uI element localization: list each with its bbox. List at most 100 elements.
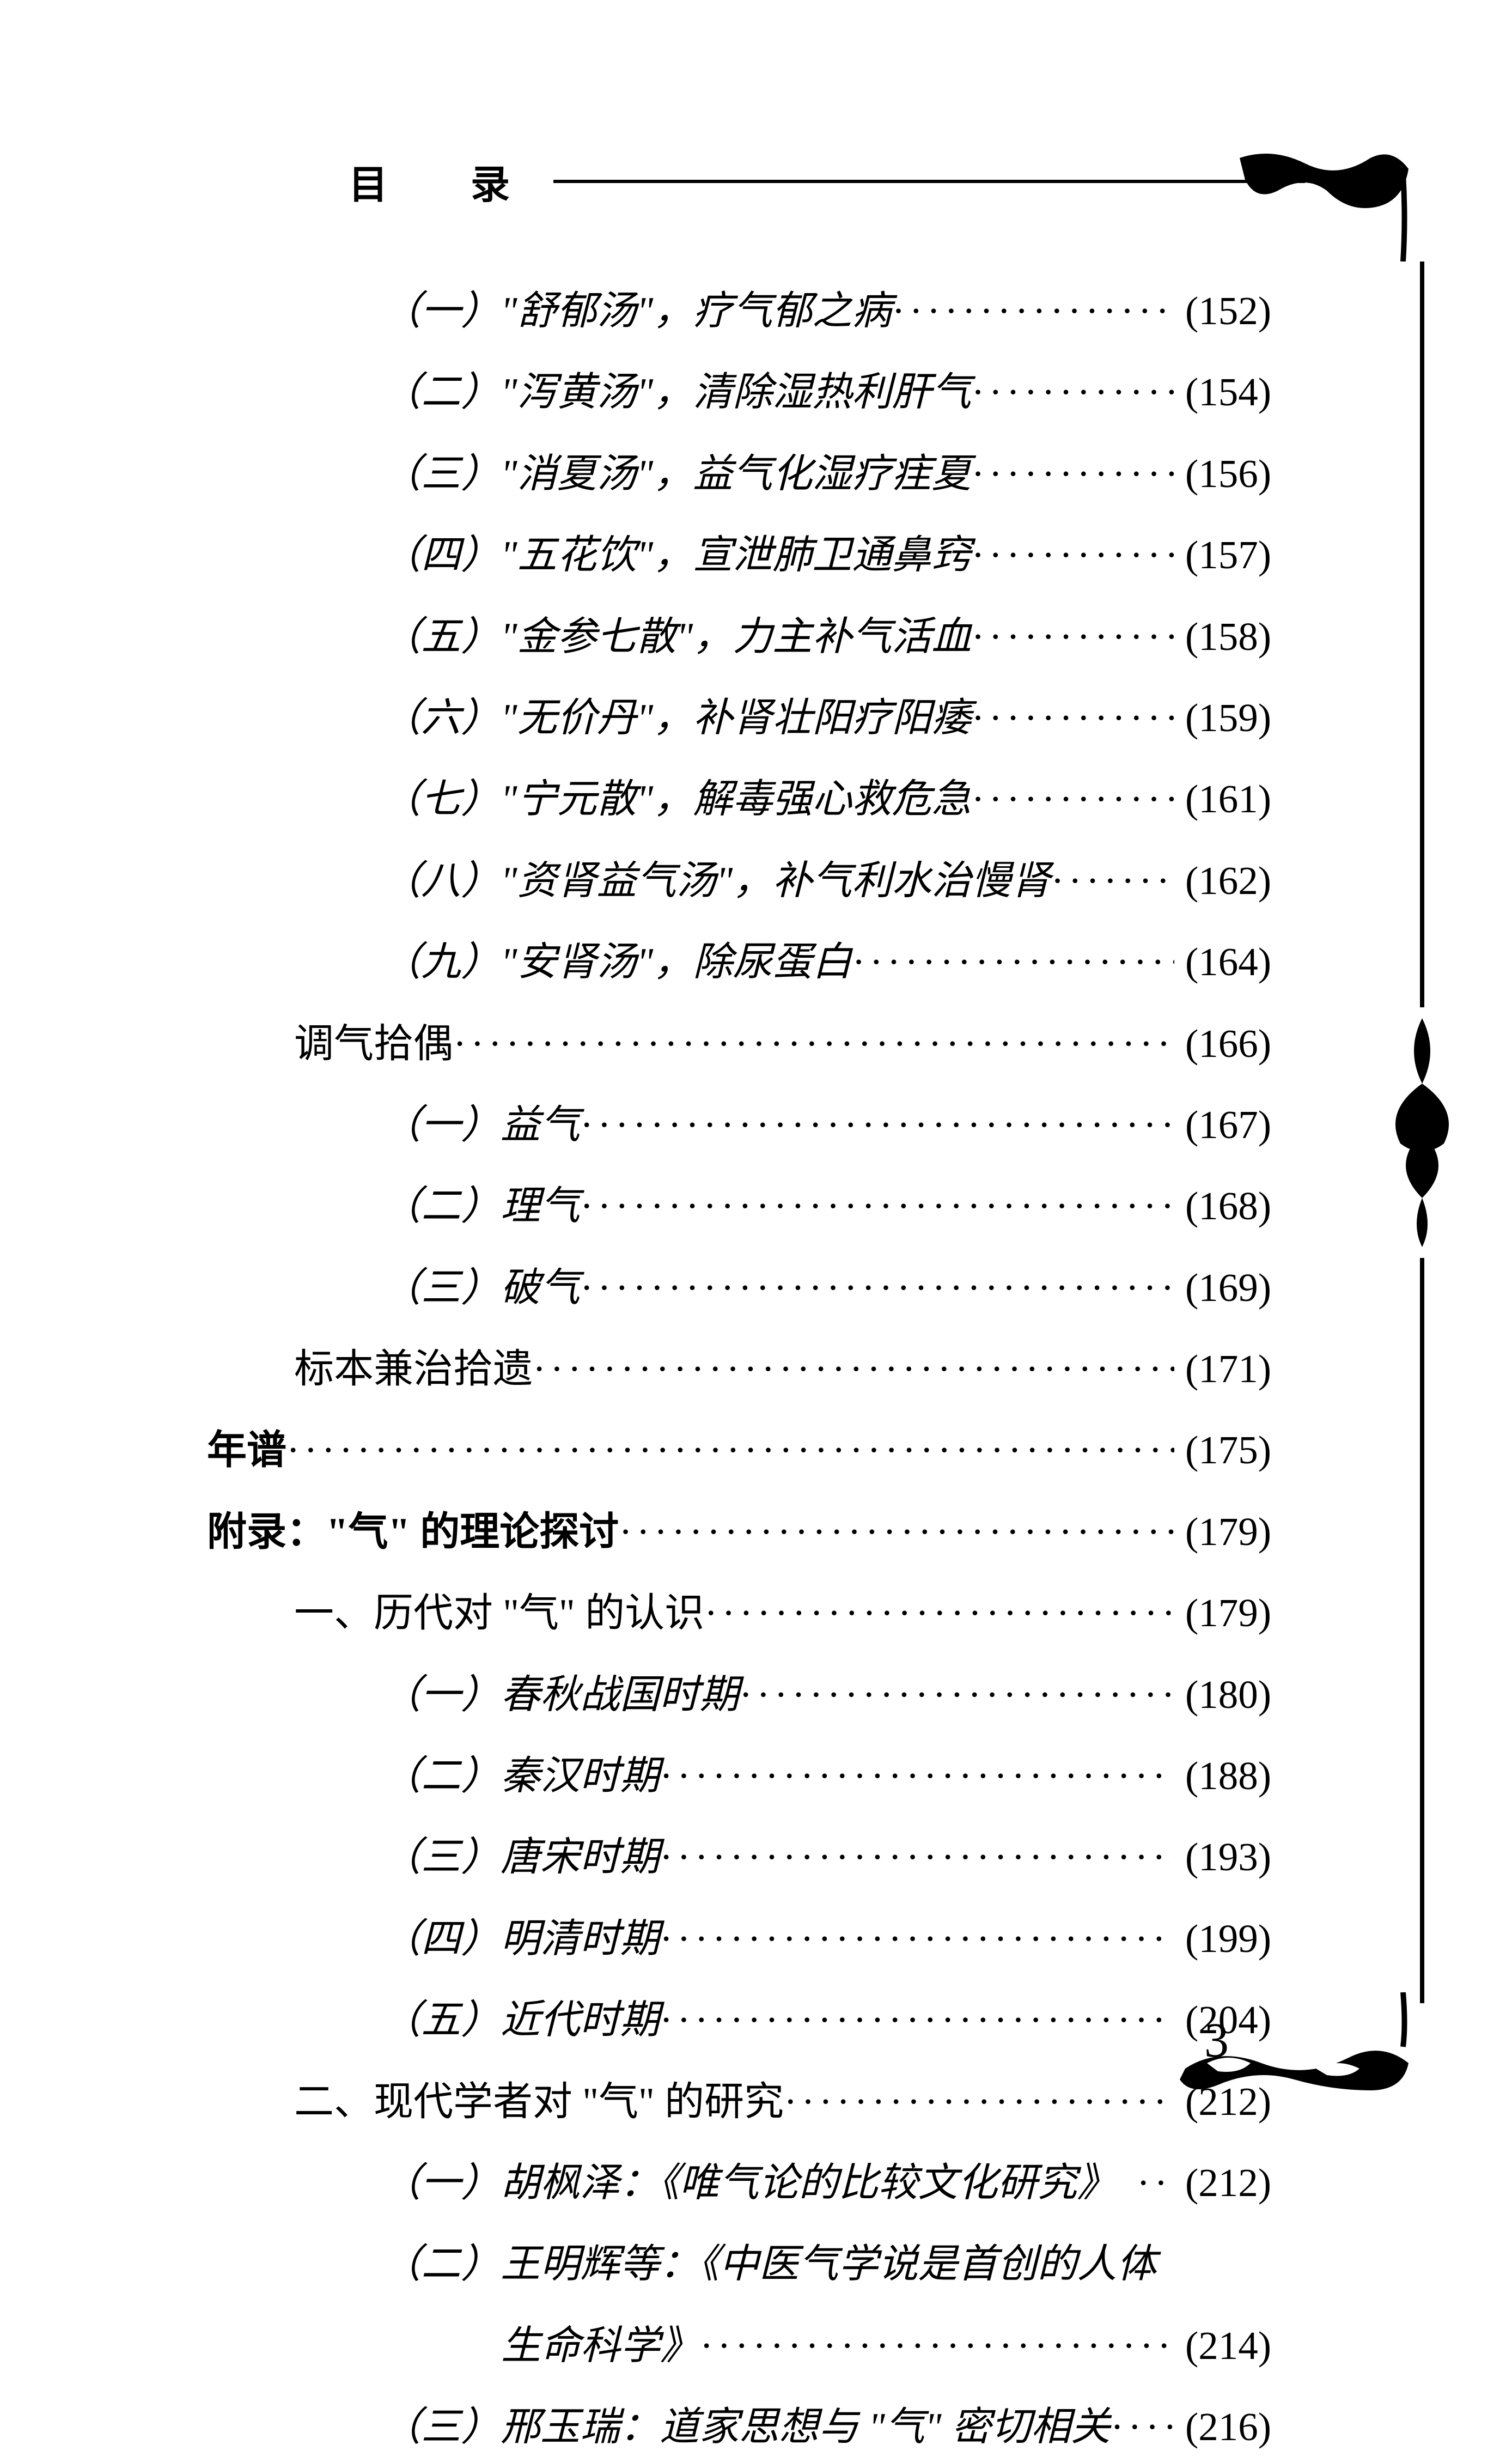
toc-entry-page: (159)	[1185, 682, 1305, 753]
header-title: 目 录	[349, 153, 532, 210]
toc-entry-label: （三）邢玉瑞：道家思想与 "气" 密切相关	[381, 2391, 1111, 2462]
toc-entry-page: (166)	[1185, 1008, 1305, 1079]
side-line-bottom	[1420, 1258, 1424, 2004]
toc-entry-leader	[580, 1170, 1174, 1242]
toc-entry-leader	[660, 1903, 1174, 1974]
toc-entry-page: (179)	[1185, 1496, 1305, 1567]
toc-entry-leader	[784, 2066, 1174, 2137]
toc-entry-leader	[852, 926, 1174, 998]
toc-entry-page: (162)	[1185, 845, 1305, 916]
toc-entry-leader	[971, 601, 1174, 672]
toc-entry: （三）唐宋时期 (193)	[207, 1821, 1305, 1893]
toc-entry: （二）"泻黄汤"，清除湿热利肝气 (154)	[207, 356, 1305, 428]
header-rule	[553, 180, 1305, 183]
toc-entry-leader	[1137, 2147, 1174, 2218]
toc-entry-label: 年谱	[207, 1414, 286, 1486]
toc-entry: （八）"资肾益气汤"，补气利水治慢肾(162)	[207, 845, 1305, 916]
toc-entry-page: (161)	[1185, 763, 1305, 835]
toc-entry-label: （二）"泻黄汤"，清除湿热利肝气	[381, 356, 971, 428]
toc-entry-label: （二）王明辉等：《中医气学说是首创的人体	[381, 2228, 1157, 2300]
toc-entry-label: （九）"安肾汤"，除尿蛋白	[381, 926, 852, 998]
toc-entry-page: (168)	[1185, 1170, 1305, 1242]
toc-entry: （四）"五花饮"，宣泄肺卫通鼻窍(157)	[207, 519, 1305, 591]
toc-entry: （九）"安肾汤"，除尿蛋白 (164)	[207, 926, 1305, 998]
toc-entry-page: (188)	[1185, 1740, 1305, 1811]
toc-entry-leader	[739, 1659, 1174, 1730]
toc-entry-page: (157)	[1185, 519, 1305, 591]
side-flourish-icon	[1373, 1018, 1471, 1247]
toc-entry-label: （五）"金参七散"，力主补气活血	[381, 601, 971, 672]
toc-entry-label: 调气拾偶	[294, 1008, 453, 1079]
toc-entry-leader	[971, 682, 1174, 753]
toc-entry-label: （二）秦汉时期	[381, 1740, 660, 1811]
toc-entry: （三）破气 (169)	[207, 1252, 1305, 1323]
toc-entry: 生命科学》(214)	[207, 2310, 1305, 2381]
toc-entry-leader	[1051, 845, 1174, 916]
toc-entry-label: （一）益气	[381, 1089, 580, 1160]
toc-entry: （五）"金参七散"，力主补气活血 (158)	[207, 601, 1305, 672]
toc-entry-label: 附录："气" 的理论探讨	[207, 1496, 619, 1567]
toc-entry-leader	[533, 1333, 1174, 1404]
toc-entry: （一）胡枫泽：《唯气论的比较文化研究》 (212)	[207, 2147, 1305, 2218]
toc-entry-page: (171)	[1185, 1333, 1305, 1404]
toc-entry-leader	[971, 438, 1174, 509]
toc-entry-label: 二、现代学者对 "气" 的研究	[294, 2066, 784, 2137]
toc-entry: 年谱 (175)	[207, 1414, 1305, 1486]
toc-entry: 附录："气" 的理论探讨 (179)	[207, 1496, 1305, 1567]
toc-entry-label: 标本兼治拾遗	[294, 1333, 533, 1404]
toc-entry-label: （一）胡枫泽：《唯气论的比较文化研究》	[381, 2147, 1137, 2218]
toc-entry-page: (179)	[1185, 1577, 1305, 1649]
toc-entry-page: (158)	[1185, 601, 1305, 672]
toc-entry-leader	[580, 1089, 1174, 1160]
toc-entry: （五）近代时期(204)	[207, 1984, 1305, 2055]
toc-entry: （六）"无价丹"，补肾壮阳疗阳痿 (159)	[207, 682, 1305, 753]
toc-entry-leader	[286, 1414, 1174, 1486]
toc-entry-leader	[1111, 2391, 1174, 2462]
toc-entry-leader	[660, 1984, 1174, 2055]
toc-entry-page: (167)	[1185, 1089, 1305, 1160]
toc-entry-label: （一）"舒郁汤"，疗气郁之病	[381, 275, 892, 346]
toc-entry-label: （一）春秋战国时期	[381, 1659, 739, 1730]
toc-entry-page: (212)	[1185, 2147, 1305, 2218]
toc-entry: （二）王明辉等：《中医气学说是首创的人体	[207, 2228, 1305, 2300]
toc-entry: （二）秦汉时期 (188)	[207, 1740, 1305, 1811]
page: 目 录 （一）"舒郁汤"，疗气郁之病 (152) （二）"泻黄汤"，清除湿热利肝气 (…	[0, 0, 1512, 2221]
toc-entry-label: 生命科学》	[501, 2310, 700, 2381]
toc-entry: （一）春秋战国时期 (180)	[207, 1659, 1305, 1730]
toc-entry-label: （七）"宁元散"，解毒强心救危急	[381, 763, 971, 835]
toc-entry: 一、历代对 "气" 的认识 (179)	[207, 1577, 1305, 1649]
corner-ornament-bottom-right	[1153, 1992, 1414, 2101]
toc-entry-page: (164)	[1185, 926, 1305, 998]
toc-entry-page: (175)	[1185, 1414, 1305, 1486]
toc-entry-leader	[453, 1008, 1174, 1079]
toc-entry-page: (199)	[1185, 1903, 1305, 1974]
toc-entry-page: (154)	[1185, 356, 1305, 428]
toc-entry-leader	[704, 1577, 1174, 1649]
toc-entry: （一）益气 (167)	[207, 1089, 1305, 1160]
toc-entry-page: (180)	[1185, 1659, 1305, 1730]
toc-entry-page: (156)	[1185, 438, 1305, 509]
toc-entry-leader	[971, 519, 1174, 591]
toc-entry-page: (169)	[1185, 1252, 1305, 1323]
toc-entry-label: （五）近代时期	[381, 1984, 660, 2055]
toc-entry-label: （三）破气	[381, 1252, 580, 1323]
toc-entry: 调气拾偶 (166)	[207, 1008, 1305, 1079]
toc-entry-page: (193)	[1185, 1821, 1305, 1893]
toc-entry-label: （六）"无价丹"，补肾壮阳疗阳痿	[381, 682, 971, 753]
toc-entry-label: 一、历代对 "气" 的认识	[294, 1577, 704, 1649]
side-ornament	[1419, 261, 1425, 2003]
toc-entry-leader	[971, 763, 1174, 835]
corner-ornament-top-right	[1240, 142, 1414, 261]
toc-entry-page: (216)	[1185, 2391, 1305, 2462]
toc-entry-label: （三）"消夏汤"，益气化湿疗疰夏	[381, 438, 971, 509]
toc-entry-page: (152)	[1185, 275, 1305, 346]
toc-entry: （三）邢玉瑞：道家思想与 "气" 密切相关 (216)	[207, 2391, 1305, 2462]
toc-entry: （四）明清时期(199)	[207, 1903, 1305, 1974]
toc-entry-label: （三）唐宋时期	[381, 1821, 660, 1893]
toc-entry: 二、现代学者对 "气" 的研究(212)	[207, 2066, 1305, 2137]
toc-entry: 标本兼治拾遗 (171)	[207, 1333, 1305, 1404]
toc-entry: （二）理气(168)	[207, 1170, 1305, 1242]
toc-entry-leader	[660, 1821, 1174, 1893]
toc-entry-leader	[971, 356, 1174, 428]
toc-entries: （一）"舒郁汤"，疗气郁之病 (152) （二）"泻黄汤"，清除湿热利肝气 (154)…	[207, 275, 1305, 2463]
